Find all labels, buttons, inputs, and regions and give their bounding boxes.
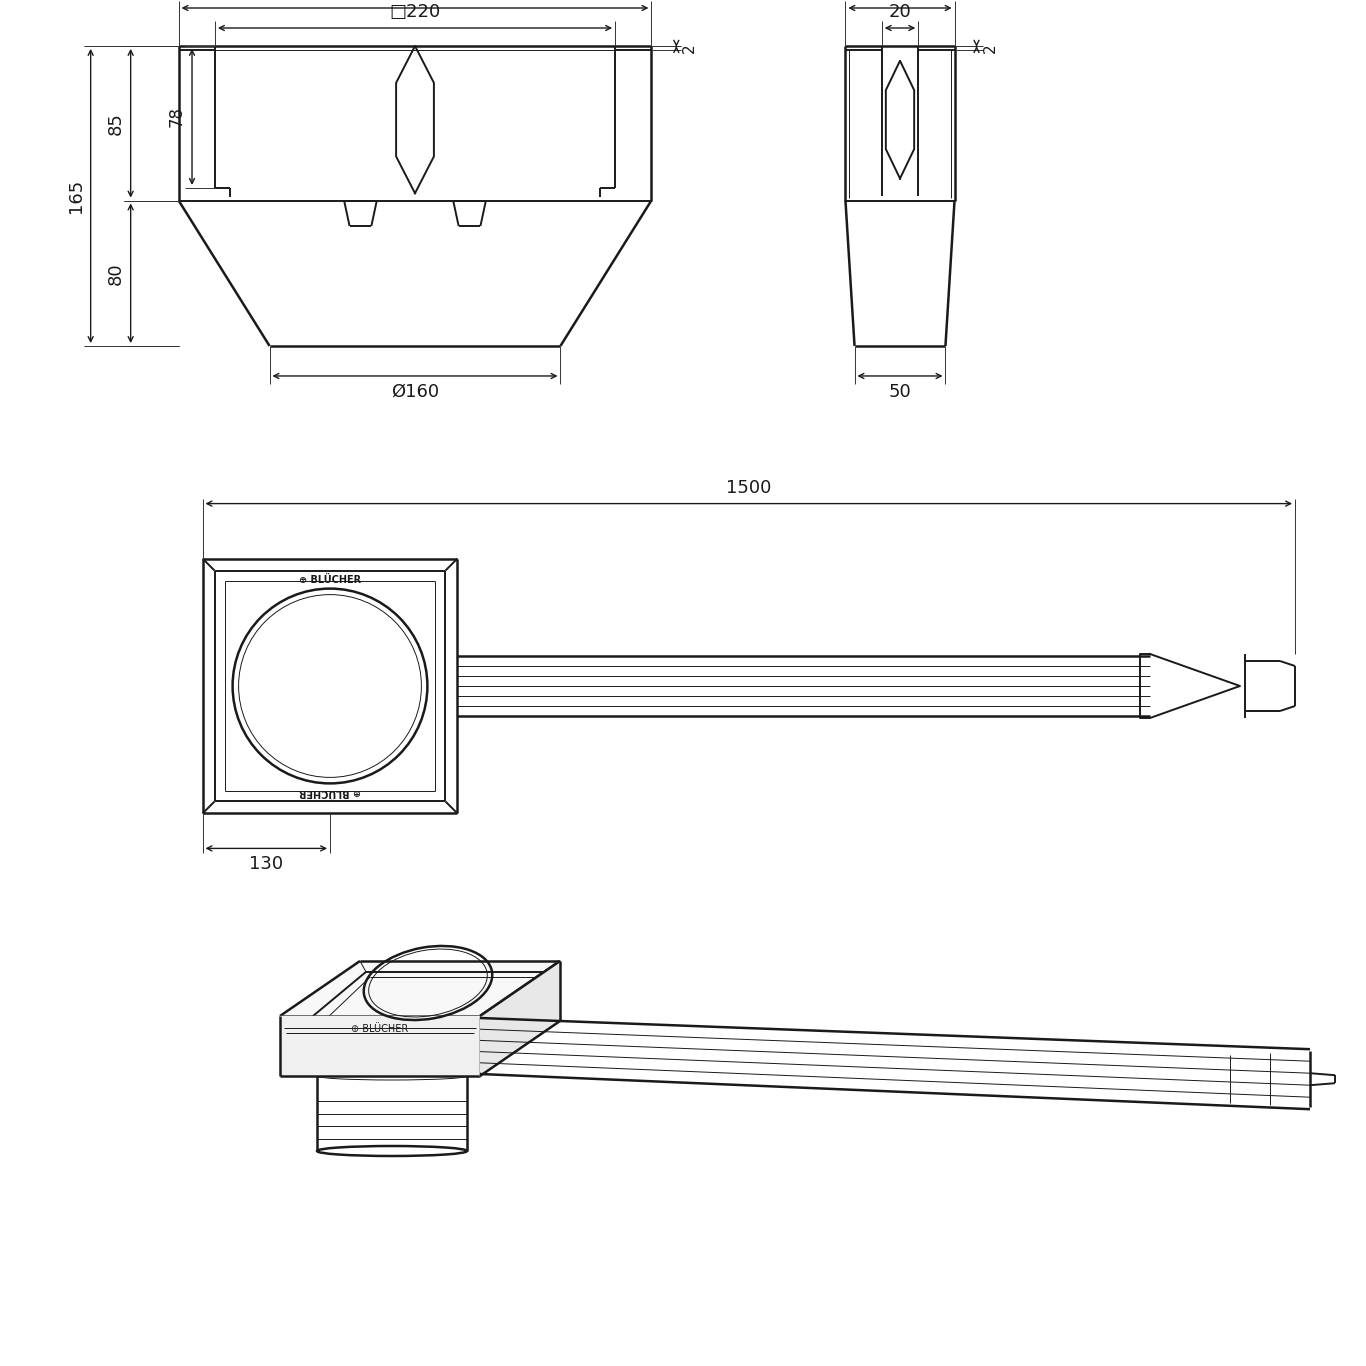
Polygon shape bbox=[479, 962, 560, 1076]
Text: □220: □220 bbox=[389, 3, 441, 20]
Text: 165: 165 bbox=[67, 179, 85, 213]
Text: Ø160: Ø160 bbox=[391, 382, 438, 402]
Text: ⊕ BLÜCHER: ⊕ BLÜCHER bbox=[299, 787, 361, 798]
Text: 130: 130 bbox=[249, 855, 283, 873]
Polygon shape bbox=[280, 962, 560, 1016]
Text: 2: 2 bbox=[683, 42, 697, 53]
Text: 2: 2 bbox=[982, 42, 997, 53]
Text: 50: 50 bbox=[889, 382, 911, 402]
Text: 78: 78 bbox=[168, 107, 186, 127]
Text: ⊕ BLÜCHER: ⊕ BLÜCHER bbox=[351, 1024, 408, 1034]
Text: ⊕ BLÜCHER: ⊕ BLÜCHER bbox=[299, 575, 361, 585]
Text: 85: 85 bbox=[107, 112, 124, 135]
Text: 1500: 1500 bbox=[727, 478, 772, 497]
Text: 20: 20 bbox=[889, 3, 911, 20]
Text: 80: 80 bbox=[107, 262, 124, 284]
Polygon shape bbox=[280, 1016, 479, 1076]
